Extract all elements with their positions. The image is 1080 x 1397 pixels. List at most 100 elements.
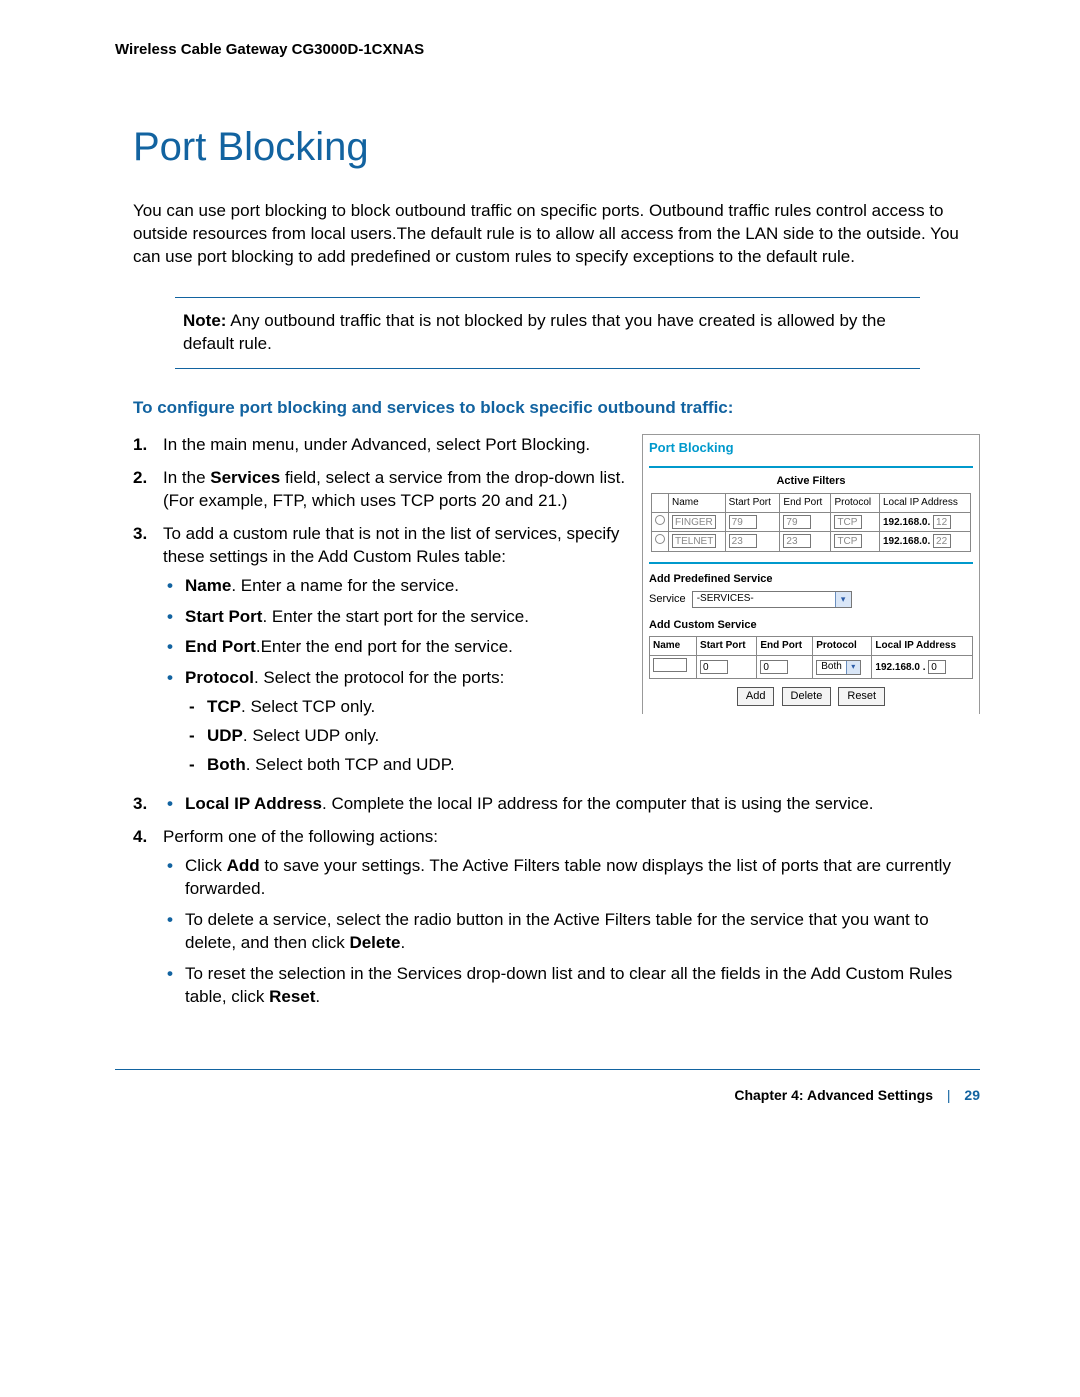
bullet-protocol: Protocol. Select the protocol for the po… <box>163 667 628 777</box>
service-label: Service <box>649 592 686 607</box>
dash-udp: UDP. Select UDP only. <box>185 725 628 748</box>
bullet-name-bold: Name <box>185 576 231 595</box>
col-proto: Protocol <box>813 637 872 656</box>
bullet-action-reset: To reset the selection in the Services d… <box>163 963 980 1009</box>
custom-service-table: Name Start Port End Port Protocol Local … <box>649 636 973 679</box>
step-1-text: In the main menu, under Advanced, select… <box>163 435 590 454</box>
t: . <box>315 987 320 1006</box>
row-radio[interactable] <box>655 515 665 525</box>
delete-button[interactable]: Delete <box>782 687 832 706</box>
add-button[interactable]: Add <box>737 687 775 706</box>
end-port-input[interactable]: 0 <box>760 660 788 674</box>
cell-ip-prefix: 192.168.0. <box>883 517 930 528</box>
bullet-name-text: . Enter a name for the service. <box>231 576 459 595</box>
col-name: Name <box>650 637 697 656</box>
note-box: Note: Any outbound traffic that is not b… <box>175 297 920 369</box>
add-predefined-heading: Add Predefined Service <box>649 572 973 587</box>
step-2-text-a: In the <box>163 468 210 487</box>
col-name: Name <box>669 494 726 513</box>
bullet-endport-text: .Enter the end port for the service. <box>256 637 513 656</box>
cell-end: 23 <box>783 534 811 548</box>
protocol-select[interactable]: Both ▾ <box>816 660 861 675</box>
step-4-text: Perform one of the following actions: <box>163 827 438 846</box>
dash-udp-text: . Select UDP only. <box>243 726 379 745</box>
page-title: Port Blocking <box>133 120 980 174</box>
footer-chapter: Chapter 4: Advanced Settings <box>734 1087 933 1103</box>
active-filters-table: Name Start Port End Port Protocol Local … <box>651 493 971 552</box>
note-text: Any outbound traffic that is not blocked… <box>183 311 886 353</box>
dash-udp-bold: UDP <box>207 726 243 745</box>
chevron-down-icon: ▾ <box>835 592 851 607</box>
service-select[interactable]: -SERVICES- ▾ <box>692 591 852 608</box>
bullet-localip-text: . Complete the local IP address for the … <box>322 794 874 813</box>
procedure-heading: To configure port blocking and services … <box>133 397 980 420</box>
active-filters-panel: Active Filters Name Start Port End Port … <box>649 466 973 563</box>
t: to save your settings. The Active Filter… <box>185 856 951 898</box>
cell-start: 23 <box>729 534 757 548</box>
note-label: Note: <box>183 311 226 330</box>
service-select-value: -SERVICES- <box>697 592 754 606</box>
ip-last-input[interactable]: 0 <box>928 660 946 674</box>
cell-start: 79 <box>729 515 757 529</box>
bullet-endport-bold: End Port <box>185 637 256 656</box>
table-row: TELNET 23 23 TCP 192.168.0. 22 <box>652 532 971 552</box>
t: Click <box>185 856 227 875</box>
t-bold: Add <box>227 856 260 875</box>
t: . <box>400 933 405 952</box>
bullet-startport: Start Port. Enter the start port for the… <box>163 606 628 629</box>
col-start: Start Port <box>697 637 757 656</box>
bullet-startport-bold: Start Port <box>185 607 262 626</box>
add-custom-heading: Add Custom Service <box>649 618 973 633</box>
bullet-action-delete: To delete a service, select the radio bu… <box>163 909 980 955</box>
col-ip: Local IP Address <box>879 494 970 513</box>
col-ip: Local IP Address <box>872 637 973 656</box>
table-row: FINGER 79 79 TCP 192.168.0. 12 <box>652 512 971 532</box>
dash-tcp-bold: TCP <box>207 697 241 716</box>
intro-paragraph: You can use port blocking to block outbo… <box>133 200 980 269</box>
step-4: Perform one of the following actions: Cl… <box>133 826 980 1009</box>
cell-ip-last: 22 <box>933 534 951 548</box>
bullet-localip-bold: Local IP Address <box>185 794 322 813</box>
start-port-input[interactable]: 0 <box>700 660 728 674</box>
cell-name: TELNET <box>672 534 716 548</box>
col-start: Start Port <box>725 494 780 513</box>
footer-rule <box>115 1069 980 1070</box>
cell-ip-last: 12 <box>933 515 951 529</box>
t-bold: Reset <box>269 987 315 1006</box>
dash-both-text: . Select both TCP and UDP. <box>246 755 455 774</box>
cell-name: FINGER <box>672 515 716 529</box>
row-radio[interactable] <box>655 534 665 544</box>
dash-both-bold: Both <box>207 755 246 774</box>
col-end: End Port <box>780 494 831 513</box>
port-blocking-screenshot: Port Blocking Active Filters Name Start … <box>642 434 980 714</box>
dash-tcp-text: . Select TCP only. <box>241 697 375 716</box>
shot-title: Port Blocking <box>649 439 973 457</box>
step-2-bold: Services <box>210 468 280 487</box>
ip-prefix: 192.168.0 . <box>875 662 925 673</box>
footer-page-number: 29 <box>964 1087 980 1103</box>
step-1: In the main menu, under Advanced, select… <box>133 434 628 457</box>
bullet-protocol-text: . Select the protocol for the ports: <box>254 668 504 687</box>
name-input[interactable] <box>653 658 687 672</box>
table-header-row: Name Start Port End Port Protocol Local … <box>652 494 971 513</box>
protocol-select-value: Both <box>817 660 846 674</box>
bullet-endport: End Port.Enter the end port for the serv… <box>163 636 628 659</box>
cell-proto: TCP <box>834 534 862 548</box>
cell-end: 79 <box>783 515 811 529</box>
cell-proto: TCP <box>834 515 862 529</box>
step-3: To add a custom rule that is not in the … <box>133 523 628 777</box>
bullet-localip: Local IP Address. Complete the local IP … <box>163 793 980 816</box>
reset-button[interactable]: Reset <box>838 687 885 706</box>
active-filters-caption: Active Filters <box>651 474 971 489</box>
bullet-name: Name. Enter a name for the service. <box>163 575 628 598</box>
dash-tcp: TCP. Select TCP only. <box>185 696 628 719</box>
page-footer: Chapter 4: Advanced Settings | 29 <box>115 1086 980 1105</box>
table-header-row: Name Start Port End Port Protocol Local … <box>650 637 973 656</box>
table-row: 0 0 Both ▾ 192.168.0 . 0 <box>650 655 973 679</box>
col-end: End Port <box>757 637 813 656</box>
bullet-action-add: Click Add to save your settings. The Act… <box>163 855 980 901</box>
step-3-text: To add a custom rule that is not in the … <box>163 524 619 566</box>
col-proto: Protocol <box>831 494 880 513</box>
cell-ip-prefix: 192.168.0. <box>883 536 930 547</box>
footer-separator: | <box>947 1087 951 1103</box>
